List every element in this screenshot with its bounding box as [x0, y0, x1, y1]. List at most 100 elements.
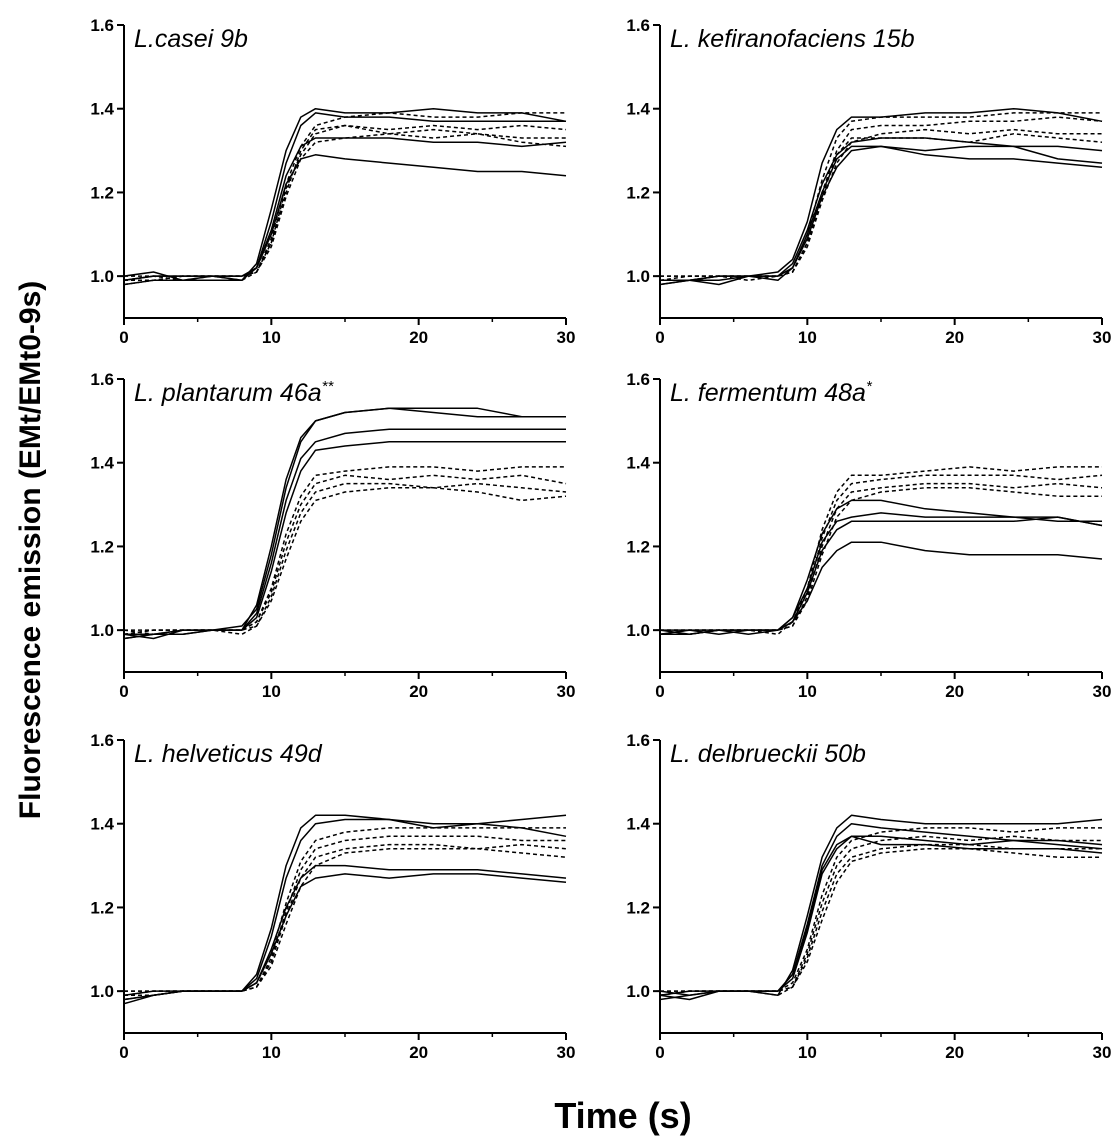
y-tick-label: 1.4 — [626, 815, 650, 834]
series-line-8-dashed — [660, 487, 1102, 631]
y-tick-label: 1.2 — [626, 183, 650, 202]
x-tick-label: 10 — [262, 328, 281, 347]
x-tick-label: 0 — [655, 1043, 664, 1062]
series-line-7-dashed — [660, 482, 1103, 636]
panel-title-text: L. fermentum 48a — [670, 379, 866, 407]
y-tick-label: 1.2 — [90, 183, 114, 202]
x-tick-label: 10 — [262, 1043, 281, 1062]
x-tick-label: 10 — [798, 1043, 817, 1062]
panel-1: 1.0 1.2 1.4 1.6 0 10 20 30 L.casei 9b — [90, 16, 575, 347]
panel-title: L. fermentum 48a* — [670, 378, 873, 407]
x-tick-label: 10 — [262, 682, 281, 701]
y-tick-label: 1.2 — [90, 537, 114, 556]
x-tick-label: 10 — [798, 328, 817, 347]
series-line-8-dashed — [124, 124, 567, 282]
y-tick-label: 1.4 — [626, 100, 650, 119]
y-tick-label: 1.0 — [90, 982, 114, 1001]
x-tick-label: 20 — [945, 328, 964, 347]
series-line-2-solid — [123, 818, 567, 997]
series-line-3-solid — [123, 137, 567, 286]
series-line-8-dashed — [124, 848, 567, 997]
x-tick-label: 20 — [409, 682, 428, 701]
panel-4: 1.0 1.2 1.4 1.6 0 10 20 30 L. fermentum 48a* — [626, 370, 1111, 701]
y-tick-label: 1.4 — [626, 454, 650, 473]
series-line-8-dashed — [123, 487, 567, 636]
series-line-8-dashed — [660, 133, 1103, 282]
series-line-6-dashed — [659, 116, 1103, 282]
y-tick-label: 1.0 — [626, 621, 650, 640]
series-line-7-dashed — [123, 133, 566, 282]
y-tick-label: 1.0 — [626, 267, 650, 286]
y-tick-label: 1.0 — [90, 267, 114, 286]
series-line-1-solid — [659, 499, 1103, 636]
series-line-6-dashed — [123, 835, 566, 997]
series-line-8-dashed — [660, 848, 1102, 992]
series-line-3-solid — [124, 428, 566, 636]
panel-title-text: L. delbrueckii 50b — [670, 740, 866, 768]
series-line-4-solid — [123, 441, 566, 640]
series-line-3-solid — [660, 516, 1103, 636]
series-line-2-solid — [659, 512, 1102, 636]
x-axis-label: Time (s) — [554, 1095, 691, 1136]
y-tick-label: 1.4 — [90, 454, 114, 473]
panel-title-text: L. plantarum 46a — [134, 379, 322, 407]
series-line-3-solid — [123, 864, 567, 1005]
y-tick-label: 1.0 — [626, 982, 650, 1001]
series-line-4-solid — [660, 541, 1103, 636]
series-line-6-dashed — [123, 474, 567, 636]
y-axis-label: Fluorescence emission (EMt/EMt0-9s) — [14, 281, 47, 819]
y-tick-label: 1.6 — [626, 370, 650, 389]
panel-title-text: L. helveticus 49d — [134, 740, 323, 768]
x-tick-label: 20 — [945, 682, 964, 701]
y-tick-label: 1.4 — [90, 100, 114, 119]
y-tick-label: 1.4 — [90, 815, 114, 834]
x-tick-label: 30 — [557, 682, 576, 701]
y-tick-label: 1.6 — [626, 16, 650, 35]
series-line-7-dashed — [659, 843, 1102, 997]
series-line-6-dashed — [123, 124, 567, 286]
series-line-7-dashed — [660, 128, 1102, 282]
x-tick-label: 0 — [655, 328, 664, 347]
panel-title: L. helveticus 49d — [134, 740, 323, 768]
series-line-4-solid — [123, 154, 567, 282]
x-tick-label: 20 — [945, 1043, 964, 1062]
series-line-2-solid — [123, 407, 566, 640]
x-tick-label: 10 — [798, 682, 817, 701]
y-tick-label: 1.6 — [90, 370, 114, 389]
y-tick-label: 1.6 — [626, 731, 650, 750]
series-line-1-solid — [123, 107, 567, 282]
y-tick-label: 1.6 — [90, 16, 114, 35]
panel-2: 1.0 1.2 1.4 1.6 0 10 20 30 L. kefiranofaciens 15… — [626, 16, 1111, 347]
series-line-1-solid — [123, 407, 566, 640]
panel-title: L. kefiranofaciens 15b — [670, 25, 915, 53]
series-line-1-solid — [659, 107, 1103, 286]
panel-title-text: L. kefiranofaciens 15b — [670, 25, 915, 53]
series-line-6-dashed — [660, 835, 1102, 992]
panel-title: L.casei 9b — [134, 25, 248, 53]
x-tick-label: 0 — [655, 682, 664, 701]
x-tick-label: 0 — [119, 328, 128, 347]
panel-title: L. delbrueckii 50b — [670, 740, 866, 768]
series-line-4-solid — [123, 873, 567, 1001]
y-tick-label: 1.0 — [90, 621, 114, 640]
x-tick-label: 0 — [119, 1043, 128, 1062]
x-tick-label: 20 — [409, 328, 428, 347]
x-tick-label: 0 — [119, 682, 128, 701]
x-tick-label: 30 — [557, 328, 576, 347]
x-tick-label: 30 — [1093, 1043, 1112, 1062]
panel-title-text: L.casei 9b — [134, 25, 248, 53]
series-line-1-solid — [123, 814, 567, 1001]
y-tick-label: 1.2 — [626, 537, 650, 556]
x-tick-label: 30 — [557, 1043, 576, 1062]
y-tick-label: 1.6 — [90, 731, 114, 750]
x-tick-label: 30 — [1093, 328, 1112, 347]
series-line-3-solid — [660, 145, 1103, 286]
panel-title-superscript: ** — [322, 378, 335, 395]
series-line-7-dashed — [124, 843, 567, 992]
x-tick-label: 30 — [1093, 682, 1112, 701]
panel-5: 1.0 1.2 1.4 1.6 0 10 20 30 L. helveticus 49d — [90, 731, 575, 1062]
y-tick-label: 1.2 — [90, 898, 114, 917]
panel-3: 1.0 1.2 1.4 1.6 0 10 20 30 L. plantarum 46a** — [90, 370, 575, 701]
x-tick-label: 20 — [409, 1043, 428, 1062]
panel-title: L. plantarum 46a** — [134, 378, 334, 407]
